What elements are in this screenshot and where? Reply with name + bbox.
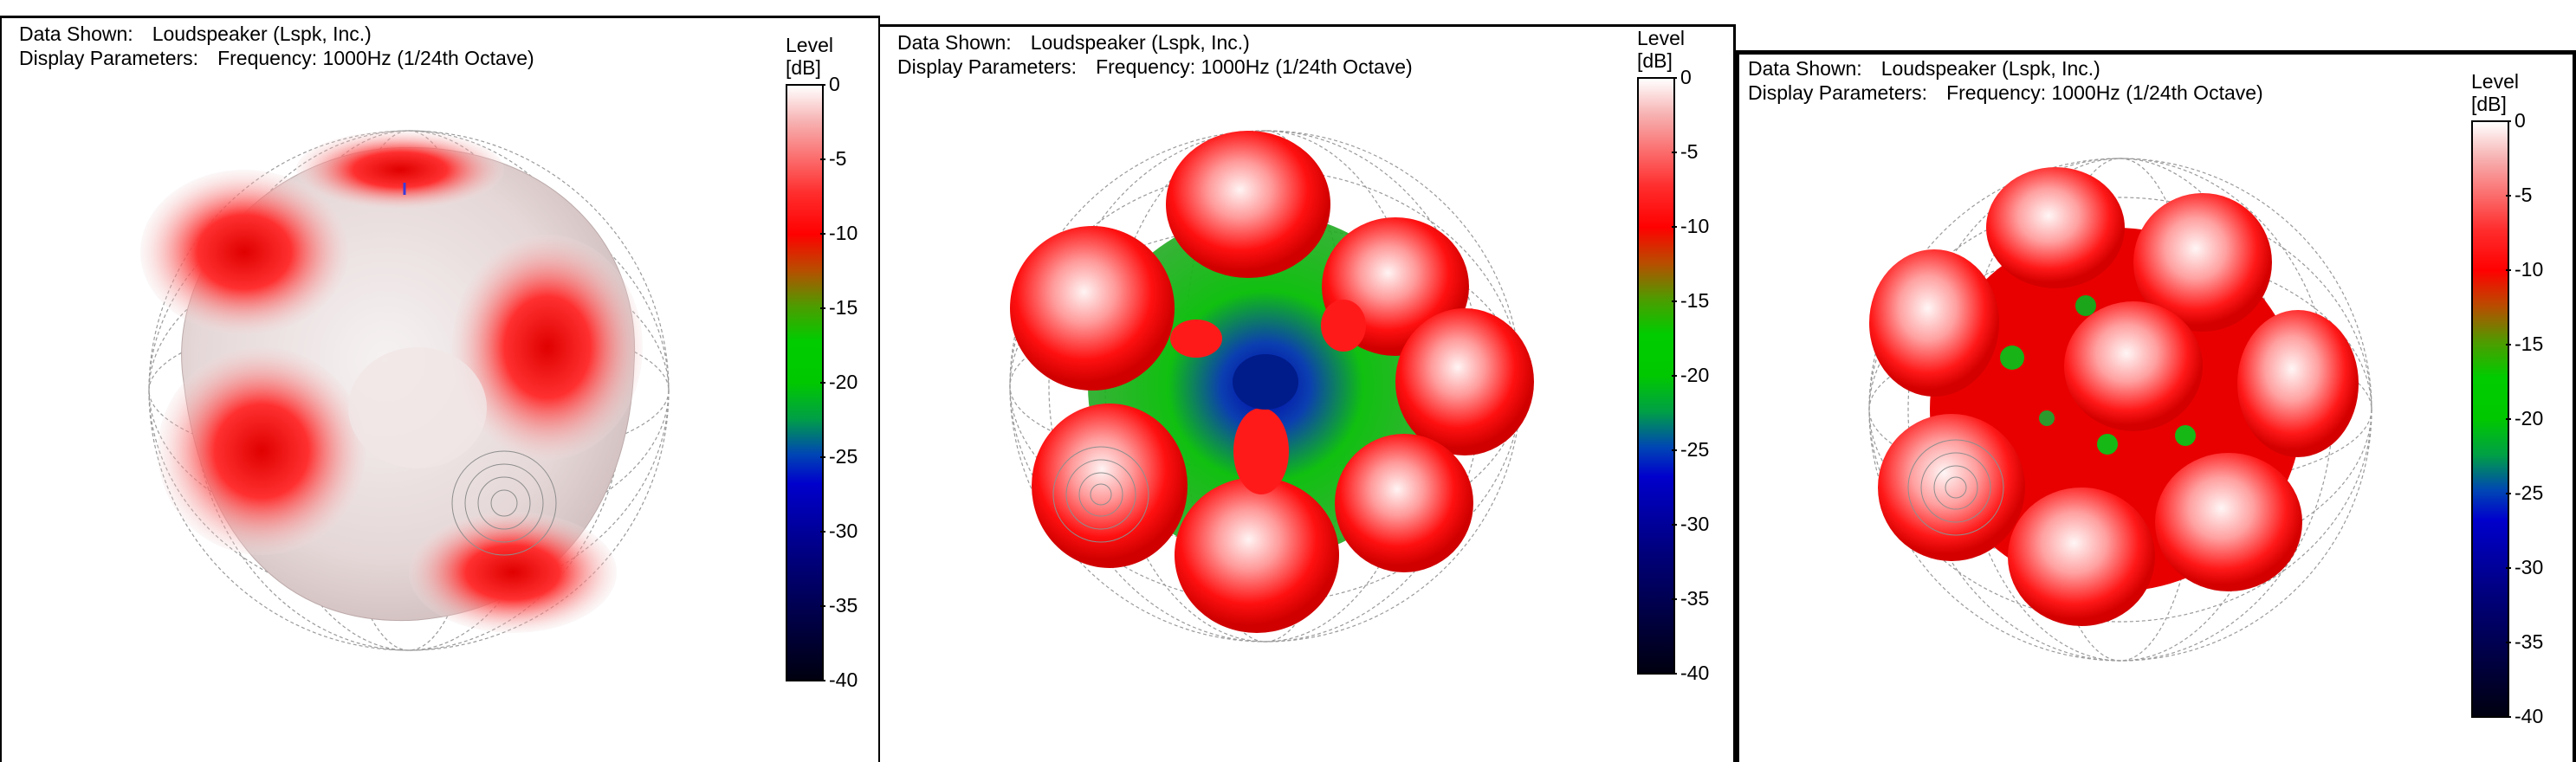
balloon-plot-panel-1: Data Shown: Loudspeaker (Lspk, Inc.) Disp… — [0, 16, 880, 762]
legend-tick: 0 — [1680, 66, 1692, 88]
data-shown-label: Data Shown: — [1748, 57, 1862, 80]
display-parameters-value: Frequency: 1000Hz (1/24th Octave) — [1946, 81, 2263, 104]
legend-tick: -30 — [829, 520, 858, 542]
balloon-3d-view[interactable] — [997, 122, 1534, 650]
data-shown-value: Loudspeaker (Lspk, Inc.) — [1030, 31, 1250, 54]
legend-tick: 0 — [2515, 109, 2526, 132]
legend-tick: -30 — [1680, 513, 1710, 535]
legend-tick: -25 — [2515, 481, 2544, 504]
radiation-lobes — [1010, 131, 1534, 633]
legend-tick: -15 — [2515, 333, 2544, 355]
legend-tick: -40 — [2515, 705, 2544, 727]
level-legend: Level [dB] 0 -5 -10 -15 -20 -25 -30 -35 -… — [786, 34, 881, 692]
speaker-cone — [1907, 439, 2004, 536]
data-shown-label: Data Shown: — [897, 31, 1012, 54]
radiation-lobes — [140, 131, 643, 633]
legend-tick: -35 — [2515, 630, 2544, 653]
radiation-lobes — [1869, 167, 2359, 626]
legend-tick: -10 — [2515, 258, 2544, 281]
legend-tick: -30 — [2515, 556, 2544, 578]
level-colorbar — [2471, 120, 2509, 718]
balloon-plot-panel-2: Data Shown: Loudspeaker (Lspk, Inc.) Disp… — [880, 24, 1736, 762]
plot-header: Data Shown: Loudspeaker (Lspk, Inc.) Disp… — [19, 22, 534, 70]
legend-tick: -15 — [829, 296, 858, 319]
display-parameters-label: Display Parameters: — [1748, 81, 1928, 104]
balloon-3d-view[interactable] — [1856, 150, 2385, 669]
data-shown-value: Loudspeaker (Lspk, Inc.) — [1880, 57, 2100, 80]
legend-tick: -35 — [1680, 587, 1710, 610]
legend-tick: -10 — [829, 222, 858, 244]
legend-tick: 0 — [829, 73, 840, 95]
legend-tick: -5 — [1680, 140, 1699, 163]
level-legend: Level [dB] 0 -5 -10 -15 -20 -25 -30 -35 -… — [1637, 27, 1732, 685]
legend-tick: -40 — [1680, 662, 1710, 684]
legend-tick: -25 — [829, 445, 858, 468]
legend-tick: -20 — [1680, 364, 1710, 386]
legend-tick: -40 — [829, 668, 858, 691]
legend-tick: -5 — [829, 147, 847, 170]
display-parameters-value: Frequency: 1000Hz (1/24th Octave) — [217, 47, 534, 69]
plot-header: Data Shown: Loudspeaker (Lspk, Inc.) Disp… — [1748, 56, 2263, 105]
speaker-cone — [451, 450, 557, 556]
legend-tick: -35 — [829, 594, 858, 617]
balloon-3d-view[interactable] — [132, 122, 686, 659]
legend-tick: -25 — [1680, 438, 1710, 461]
legend-title: Level [dB] — [2471, 70, 2519, 115]
legend-tick: -10 — [1680, 215, 1710, 237]
data-shown-value: Loudspeaker (Lspk, Inc.) — [152, 23, 372, 45]
display-parameters-label: Display Parameters: — [19, 47, 199, 69]
legend-tick: -20 — [2515, 407, 2544, 429]
legend-tick: -15 — [1680, 289, 1710, 312]
plot-header: Data Shown: Loudspeaker (Lspk, Inc.) Disp… — [897, 30, 1413, 79]
balloon-plot-panel-3: Data Shown: Loudspeaker (Lspk, Inc.) Disp… — [1736, 50, 2576, 762]
legend-title: Level [dB] — [1637, 27, 1685, 72]
display-parameters-label: Display Parameters: — [897, 55, 1078, 78]
level-colorbar — [786, 84, 824, 681]
legend-tick: -20 — [829, 371, 858, 393]
speaker-cone — [1052, 446, 1149, 543]
level-colorbar — [1637, 77, 1675, 675]
legend-title: Level [dB] — [786, 34, 833, 79]
level-legend: Level [dB] 0 -5 -10 -15 -20 -25 -30 -35 -… — [2471, 70, 2566, 728]
legend-tick: -5 — [2515, 184, 2533, 206]
data-shown-label: Data Shown: — [19, 23, 133, 45]
display-parameters-value: Frequency: 1000Hz (1/24th Octave) — [1096, 55, 1413, 78]
